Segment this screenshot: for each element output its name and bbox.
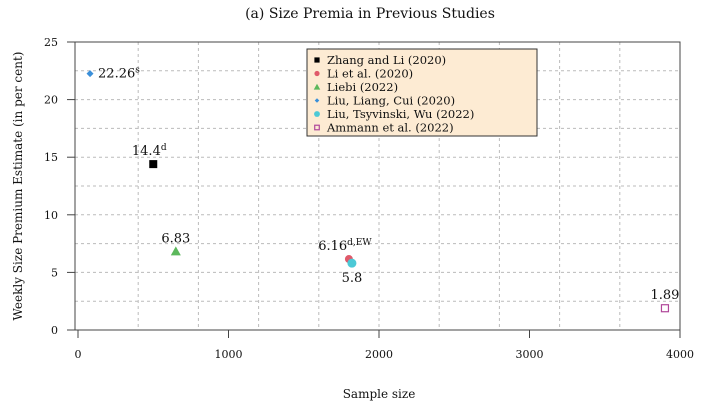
legend-entry: Ammann et al. (2022) bbox=[326, 121, 454, 135]
open-square-marker bbox=[660, 304, 670, 313]
data-label: 1.89 bbox=[650, 288, 679, 303]
diamond-marker bbox=[86, 70, 94, 78]
circle-marker bbox=[314, 70, 320, 77]
x-axis-label: Sample size bbox=[343, 387, 416, 401]
legend-box bbox=[306, 48, 538, 137]
legend-entry: Zhang and Li (2020) bbox=[327, 53, 446, 67]
data-label: 22.26s bbox=[98, 66, 140, 82]
x-tick-label: 1000 bbox=[215, 348, 243, 361]
triangle-marker bbox=[170, 246, 181, 256]
legend-entry: Liu, Tsyvinski, Wu (2022) bbox=[327, 107, 474, 121]
x-tick-label: 4000 bbox=[666, 348, 694, 361]
data-label: 6.16d,EW bbox=[318, 238, 372, 254]
data-label: 5.8 bbox=[342, 271, 363, 286]
open-square-marker bbox=[314, 124, 320, 131]
legend-entry: Liu, Liang, Cui (2020) bbox=[327, 94, 455, 108]
square-marker bbox=[149, 160, 158, 169]
x-tick-label: 2000 bbox=[365, 348, 393, 361]
legend-entry: Li et al. (2020) bbox=[327, 67, 413, 81]
circle-marker bbox=[347, 258, 357, 268]
x-tick-label: 0 bbox=[75, 348, 82, 361]
y-tick-label: 0 bbox=[51, 324, 58, 337]
legend-entry: Liebi (2022) bbox=[327, 80, 398, 94]
chart-title: (a) Size Premia in Previous Studies bbox=[245, 6, 495, 22]
square-marker bbox=[314, 57, 320, 63]
circle-marker bbox=[314, 111, 320, 117]
y-tick-label: 15 bbox=[44, 151, 58, 164]
y-tick-label: 10 bbox=[44, 209, 58, 222]
diamond-marker bbox=[314, 98, 320, 103]
x-tick-label: 3000 bbox=[516, 348, 544, 361]
y-axis-label: Weekly Size Premium Estimate (in per cen… bbox=[11, 52, 25, 321]
triangle-marker bbox=[313, 83, 321, 90]
y-tick-label: 20 bbox=[44, 94, 58, 107]
data-label: 6.83 bbox=[161, 231, 190, 246]
y-tick-label: 5 bbox=[51, 266, 58, 279]
plot-frame bbox=[74, 41, 681, 331]
y-tick-label: 25 bbox=[44, 36, 58, 49]
data-label: 14.4d bbox=[132, 143, 167, 159]
